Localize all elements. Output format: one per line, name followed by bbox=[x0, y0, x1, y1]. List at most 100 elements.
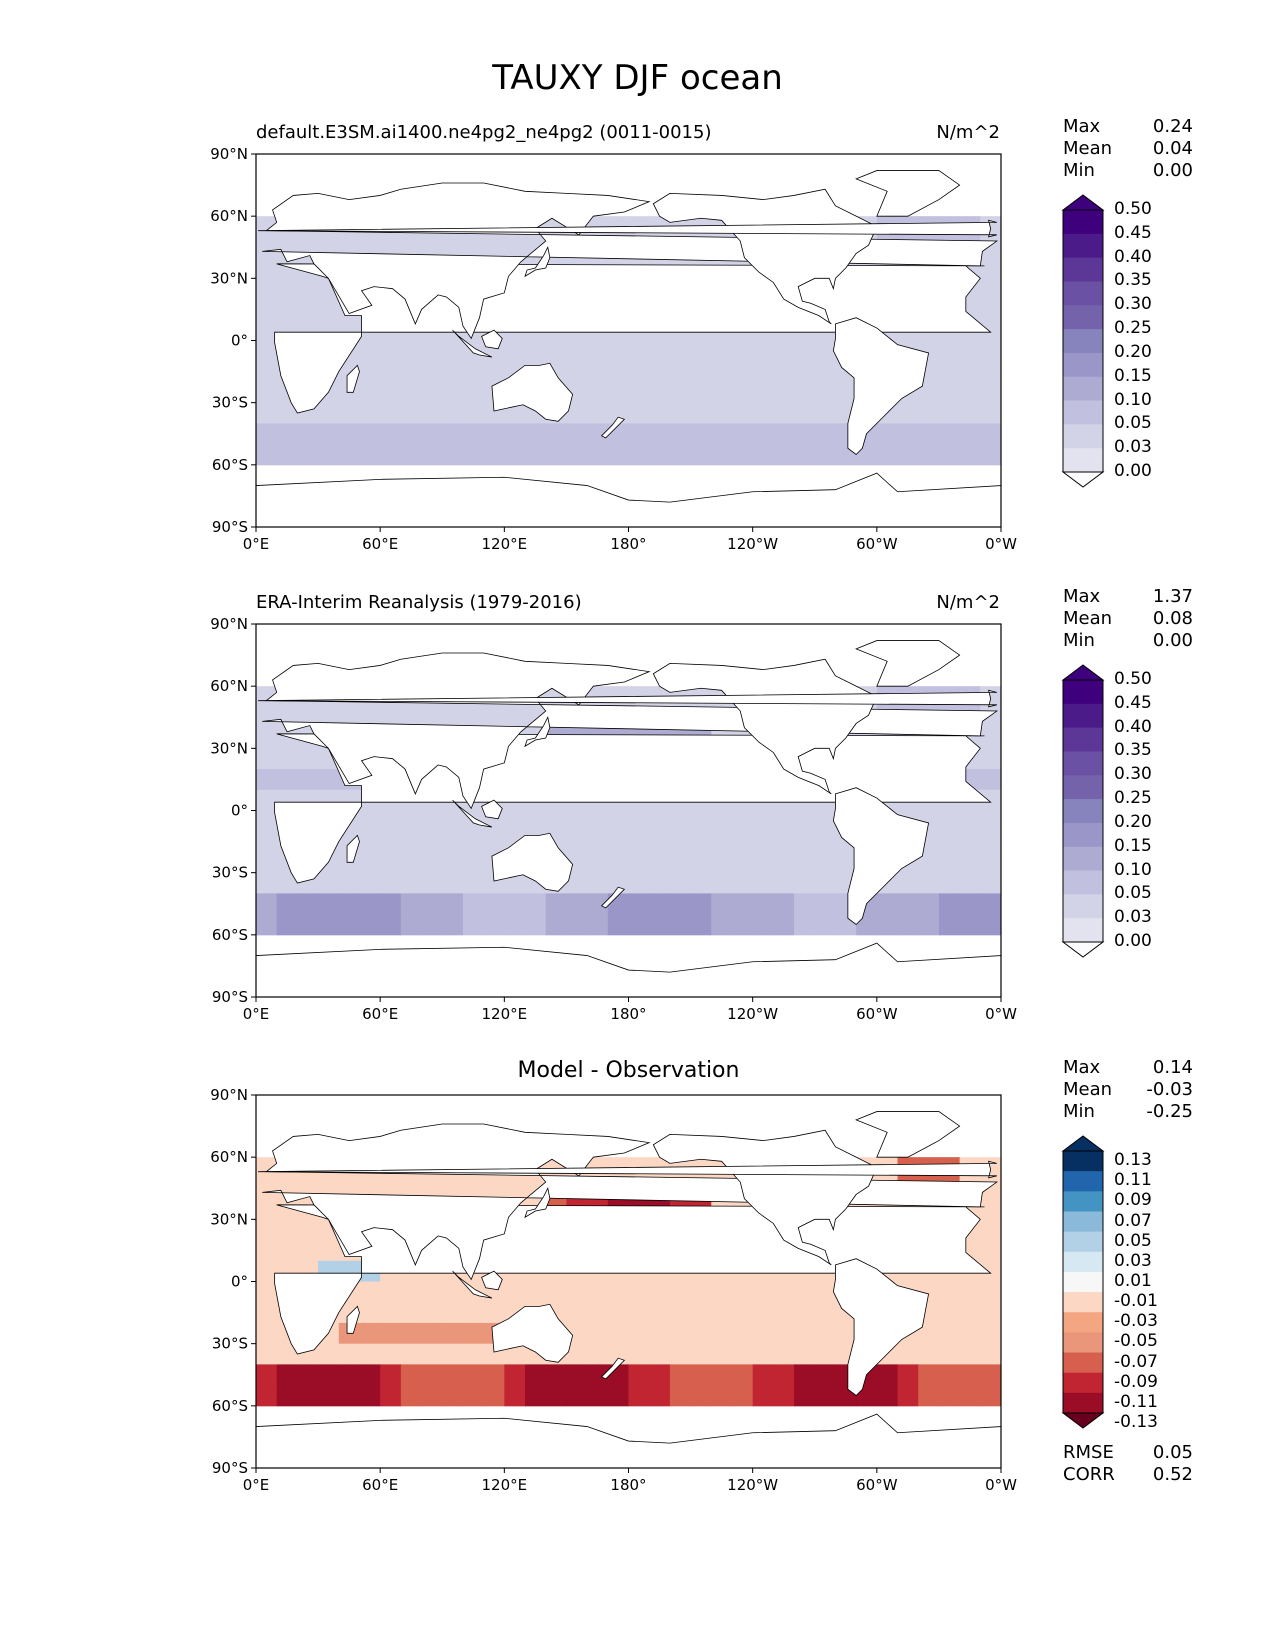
field-cell bbox=[318, 299, 340, 321]
field-cell bbox=[380, 1302, 402, 1324]
colorbar-tick-label: 0.00 bbox=[1114, 461, 1152, 481]
field-cell bbox=[421, 381, 443, 404]
field-cell bbox=[421, 444, 443, 466]
field-cell bbox=[731, 381, 754, 404]
land-mass bbox=[524, 716, 551, 748]
lat-tick-label: 30°S bbox=[212, 1335, 248, 1353]
field-cell bbox=[835, 1322, 857, 1345]
field-cell bbox=[297, 278, 319, 300]
lon-tick-label: 60°W bbox=[856, 535, 898, 553]
field-cell bbox=[256, 444, 278, 466]
colorbar-frame bbox=[1062, 1150, 1104, 1414]
field-cell bbox=[669, 1322, 692, 1345]
field-cell bbox=[690, 893, 712, 915]
colorbar-tick-label: 0.05 bbox=[1114, 413, 1152, 434]
field-cell bbox=[566, 831, 588, 853]
field-cell bbox=[442, 851, 464, 874]
field-cell bbox=[690, 1302, 712, 1324]
land-mass bbox=[452, 329, 493, 358]
field-cell bbox=[814, 1281, 836, 1303]
field-cell bbox=[628, 423, 650, 445]
field-cell bbox=[587, 340, 609, 362]
field-cell bbox=[276, 299, 298, 321]
field-cell bbox=[380, 1322, 402, 1345]
field-cell bbox=[649, 340, 671, 362]
field-cell bbox=[256, 1260, 278, 1282]
field-cell bbox=[773, 361, 795, 383]
colorbar-segment bbox=[1063, 448, 1103, 473]
field-cell bbox=[669, 1385, 692, 1407]
field-cell bbox=[690, 361, 712, 383]
field-cell bbox=[318, 402, 340, 424]
field-cell bbox=[359, 236, 381, 259]
field-cell bbox=[380, 236, 402, 259]
field-cell bbox=[587, 1343, 609, 1365]
field-cell bbox=[256, 1198, 278, 1220]
field-cell bbox=[462, 851, 485, 874]
field-cell bbox=[959, 1385, 981, 1407]
field-cell bbox=[628, 914, 650, 936]
field-cell bbox=[980, 444, 1002, 466]
field-cell bbox=[400, 236, 423, 259]
field-cell bbox=[814, 423, 836, 445]
field-cell bbox=[690, 340, 712, 362]
field-cell bbox=[669, 851, 692, 874]
field-cell bbox=[731, 831, 754, 853]
field-cell bbox=[276, 423, 298, 445]
field-cell bbox=[256, 769, 278, 791]
field-cell bbox=[380, 423, 402, 445]
field-cell bbox=[773, 872, 795, 894]
field-cell bbox=[504, 893, 526, 915]
field-cell bbox=[380, 893, 402, 915]
field-cell bbox=[462, 872, 485, 894]
field-cell bbox=[442, 381, 464, 404]
field-cell bbox=[318, 1343, 340, 1365]
field-cell bbox=[442, 914, 464, 936]
field-cell bbox=[462, 1177, 485, 1200]
field-cell bbox=[421, 1281, 443, 1303]
lon-tick-label: 0°E bbox=[243, 535, 270, 553]
field-cell bbox=[669, 402, 692, 424]
colorbar-tick-label: 0.03 bbox=[1114, 1250, 1152, 1271]
field-cell bbox=[938, 1385, 961, 1407]
field-cell bbox=[980, 1302, 1002, 1324]
field-cell bbox=[607, 1281, 629, 1303]
field-cell bbox=[276, 769, 298, 791]
field-cell bbox=[587, 872, 609, 894]
land-mass bbox=[262, 652, 999, 810]
field-cell bbox=[462, 402, 485, 424]
field-cell bbox=[400, 810, 423, 832]
field-cell bbox=[959, 1364, 981, 1386]
field-cell bbox=[587, 1322, 609, 1345]
field-cell bbox=[711, 361, 733, 383]
field-cell bbox=[752, 1281, 774, 1303]
colorbar-segment bbox=[1063, 894, 1103, 919]
field-cell bbox=[938, 402, 961, 424]
field-cell bbox=[462, 831, 485, 853]
field-cell bbox=[752, 1322, 774, 1345]
field-cell bbox=[256, 1302, 278, 1324]
field-cell bbox=[938, 1302, 961, 1324]
colorbar-tick-label: 0.07 bbox=[1114, 1210, 1152, 1231]
colorbar-extend-top bbox=[1061, 1135, 1105, 1152]
field-cell bbox=[421, 340, 443, 362]
field-cell bbox=[483, 914, 505, 936]
field-cell bbox=[752, 831, 774, 853]
field-cell bbox=[297, 444, 319, 466]
field-cell bbox=[256, 810, 278, 832]
field-cell bbox=[587, 1385, 609, 1407]
field-cell bbox=[980, 727, 1002, 749]
field-cell bbox=[773, 1302, 795, 1324]
field-cell bbox=[400, 444, 423, 466]
lon-tick-label: 180° bbox=[610, 1005, 646, 1023]
field-cell bbox=[297, 748, 319, 770]
field-cell bbox=[690, 423, 712, 445]
field-cell bbox=[338, 914, 360, 936]
field-cell bbox=[380, 444, 402, 466]
colorbar-tick-label: 0.35 bbox=[1114, 270, 1152, 291]
land-mass bbox=[652, 188, 878, 325]
field-cell bbox=[690, 1385, 712, 1407]
field-cell bbox=[256, 789, 278, 811]
colorbar-tick-label: 0.03 bbox=[1114, 437, 1152, 458]
field-cell bbox=[256, 299, 278, 321]
